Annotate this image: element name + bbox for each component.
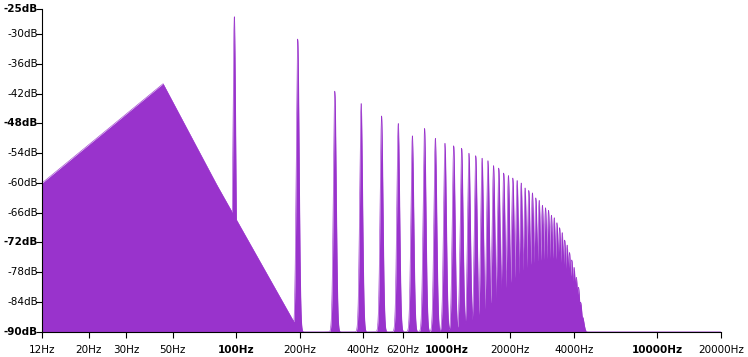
Text: 1000Hz: 1000Hz xyxy=(425,345,469,355)
Text: -36dB: -36dB xyxy=(7,59,38,69)
Text: -84dB: -84dB xyxy=(7,297,38,307)
Text: -90dB: -90dB xyxy=(4,327,38,337)
Text: 10000Hz: 10000Hz xyxy=(632,345,683,355)
Text: 620Hz: 620Hz xyxy=(387,345,420,355)
Text: -78dB: -78dB xyxy=(7,267,38,277)
Text: 50Hz: 50Hz xyxy=(159,345,186,355)
Text: 400Hz: 400Hz xyxy=(346,345,379,355)
Text: 20000Hz: 20000Hz xyxy=(698,345,744,355)
Text: -72dB: -72dB xyxy=(4,237,38,247)
Text: -48dB: -48dB xyxy=(4,118,38,129)
Text: 100Hz: 100Hz xyxy=(218,345,254,355)
Text: -25dB: -25dB xyxy=(4,4,38,14)
Text: -54dB: -54dB xyxy=(7,148,38,158)
Text: 200Hz: 200Hz xyxy=(283,345,316,355)
Text: 12Hz: 12Hz xyxy=(29,345,55,355)
Text: -66dB: -66dB xyxy=(7,208,38,218)
Text: -42dB: -42dB xyxy=(7,89,38,99)
Text: 4000Hz: 4000Hz xyxy=(554,345,593,355)
Text: 2000Hz: 2000Hz xyxy=(491,345,530,355)
Text: 20Hz: 20Hz xyxy=(76,345,102,355)
Text: -30dB: -30dB xyxy=(7,29,38,39)
Text: 30Hz: 30Hz xyxy=(113,345,139,355)
Text: -60dB: -60dB xyxy=(7,178,38,188)
